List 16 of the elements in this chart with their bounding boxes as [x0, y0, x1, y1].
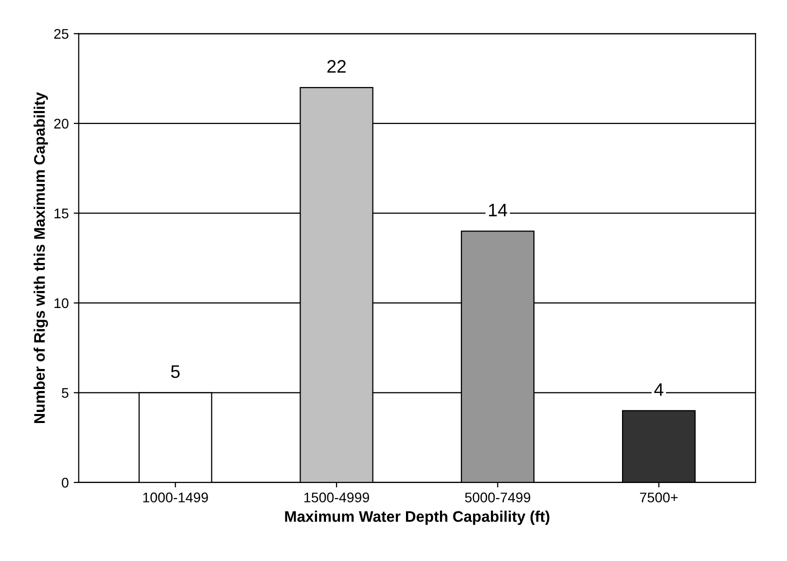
x-tick-label: 1500-4999	[304, 492, 370, 502]
x-tick-label: 5000-7499	[465, 492, 530, 502]
y-tick-label: 10	[54, 298, 68, 308]
y-tick-label: 20	[54, 118, 68, 129]
y-tick-label: 5	[62, 388, 68, 398]
x-tick-label: 7500+	[640, 492, 678, 502]
data-label: 4	[654, 383, 664, 396]
y-tick-label: 25	[54, 28, 68, 39]
data-label: 5	[171, 365, 180, 378]
data-label: 22	[327, 60, 346, 73]
y-tick-label: 0	[62, 478, 68, 488]
x-axis-title: Maximum Water Depth Capability (ft)	[285, 510, 550, 525]
x-tick-label: 1000-1499	[143, 492, 208, 502]
y-axis-title: Number of Rigs with this Maximum Capability	[34, 92, 48, 423]
y-tick-label: 15	[54, 208, 68, 218]
data-label: 14	[489, 204, 508, 216]
